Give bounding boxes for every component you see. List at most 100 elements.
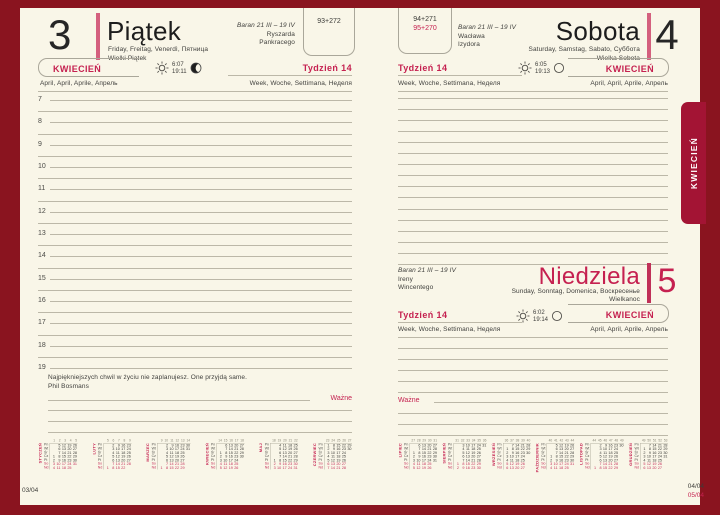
ruled-line [398,381,668,382]
mini-calendar-grid: 31 32 33 34 35 36 Pn 3 10 17 24 31 Wt 4 11 18 25 Śr 5 12 19 2… [447,439,487,470]
mini-calendar-month-name: GRUDZIEŃ [628,443,633,466]
side-tab-april: KWIECIEŃ [681,102,706,224]
ruled-line [398,252,668,254]
saturday-week-langs: Week, Woche, Settimana, Неделя [398,80,501,87]
ruled-line [398,142,668,144]
hour-line [50,189,352,191]
hour-line [50,122,352,124]
half-hour-line [38,222,352,224]
mini-calendar-kwiecień: KWIECIEŃ 14 15 16 17 18 Pn 6 13 20 27 Wt 7 14 21 28 Śr 1 8… [205,439,245,470]
sunday-sunset-time: 19:14 [533,317,549,323]
important-label: Ważne [398,397,420,404]
ruled-line [398,392,668,393]
ruled-line [398,413,668,414]
sunday-sunrise-time: 6:02 [533,310,545,316]
saturday-sun-moon-group: 6:05 19:13 [518,61,565,76]
sunday-day-name: Niedziela [538,263,640,290]
saturday-day-bar [647,13,651,60]
mini-calendar-month-name: LUTY [91,443,97,455]
sunday-separator-line [398,337,668,338]
mini-calendar-grid: 1 2 3 4 5 Pn 5 12 19 26 Wt 6 13 20 27 Śr 7 14 21 28 Cz 1 8 15 22… [43,439,78,470]
ruled-line [398,370,668,371]
important-line [48,400,310,401]
hour-label: 7 [38,96,42,103]
ruled-line [398,175,668,177]
saturday-name-day-1: Wacława [458,32,485,40]
mini-calendar-luty: LUTY 5 6 7 8 9 Pn 2 9 16 23 Wt 3 10 17 24 Śr 4 11 18 25 Cz 5 12… [92,439,132,470]
half-hour-line [38,267,352,269]
mini-calendar-lipiec: LIPIEC 27 28 29 30 31 Pn 6 13 20 27 Wt 7 14 21 28 Śr 1 8 15… [398,439,438,472]
sunday-month-tab: KWIECIEŃ [568,304,669,323]
mini-calendar-grudzień: GRUDZIEŃ 49 50 51 52 53 Pn 7 14 21 28 Wt 1 8 15 22 29 Śr 2… [628,439,668,472]
sunday-name-day-1: Ireny [398,275,413,283]
hour-label: 17 [38,319,46,327]
right-page-ref-top: 04/04 [687,483,704,490]
ruled-line [398,424,668,425]
friday-week-langs: Week, Woche, Settimana, Неделя [249,80,352,87]
ruled-line [398,435,668,436]
mini-calendar-grid: 44 45 46 47 48 49 Pn 2 9 16 23 30 Wt 3 10 17 24 Śr 4 11 18 25… [584,439,625,470]
friday-month-tab: KWIECIEŃ [38,58,139,77]
mini-calendar-wrzesień: WRZESIEŃ 36 37 38 39 40 Pn 7 14 21 28 Wt 1 8 15 22 29 Śr 2… [491,439,531,472]
hour-label: 15 [38,274,46,282]
saturday-sunrise-time: 6:05 [535,62,547,68]
mini-calendar-grid: 27 28 29 30 31 Pn 6 13 20 27 Wt 7 14 21 28 Śr 1 8 15 22 29 Cz… [403,439,438,470]
moon-phase-icon [551,310,563,322]
hour-line [50,256,352,258]
ruled-line [398,98,668,99]
hour-label: 9 [38,140,42,148]
quote-text: Najpiękniejszych chwil w życiu nie zapla… [48,374,248,381]
ruled-line [398,120,668,122]
ruled-line [398,109,668,111]
mini-calendar-maj: MAJ 18 19 20 21 22 Pn 4 11 18 25 Wt 5 12 19 26 Śr 6 13 20 27… [259,439,299,470]
mini-calendar-grid: 14 15 16 17 18 Pn 6 13 20 27 Wt 7 14 21 28 Śr 1 8 15 22 29 Cz… [210,439,245,470]
sunday-month-label: KWIECIEŃ [605,310,654,320]
ruled-line [48,410,352,411]
sunday-holiday: Wielkanoc [609,296,640,303]
half-hour-line [38,312,352,314]
mini-calendars-left: STYCZEŃ 1 2 3 4 5 Pn 5 12 19 26 Wt 6 13 20 27 Śr 7 14 21 28 C… [38,439,352,487]
mini-calendar-month-name: PAŹDZIERNIK [535,443,540,473]
mini-calendar-czerwiec: CZERWIEC 23 24 25 26 27 Pn 1 8 15 22 29 Wt 2 9 16 23 30 Śr… [312,439,352,470]
friday-sun-moon-group: 6:07 19:11 [155,61,202,76]
hour-line [50,234,352,236]
saturday-day-of-year-tab: 94+271 95+270 [398,8,452,54]
half-hour-line [38,356,352,358]
mini-calendar-grid: 49 50 51 52 53 Pn 7 14 21 28 Wt 1 8 15 22 29 Śr 2 9 16 23 30 C… [633,439,668,470]
mini-calendar-grid: 40 41 42 43 44 Pn 5 12 19 26 Wt 6 13 20 27 Śr 7 14 21 28 Cz 1… [540,439,575,470]
friday-day-name: Piątek [107,16,182,46]
side-tab-label: KWIECIEŃ [688,136,699,190]
sunday-note-lines [398,348,668,398]
hour-label: 14 [38,252,46,260]
ruled-line [398,164,668,166]
half-hour-line [38,155,352,157]
right-page-ref-bottom: 05/04 [687,492,704,499]
sunday-extra-lines [398,413,668,449]
friday-week-label: Tydzień 14 [302,63,352,73]
mini-calendar-month-name: LIPIEC [398,443,403,458]
saturday-day-number: 4 [655,11,679,58]
friday-day-of-year: 93+272 [317,18,341,25]
half-hour-line [38,178,352,180]
hour-line [50,100,352,101]
friday-hour-grid: 7 8 9 10 11 12 13 14 15 16 17 18 19 [38,96,352,376]
moon-phase-icon [190,62,202,74]
saturday-week-block: Tydzień 14 [398,58,522,76]
friday-name-day-2: Pankracego [259,39,295,46]
hour-label: 13 [38,230,46,238]
hour-line [50,301,352,303]
mini-calendar-grid: 36 37 38 39 40 Pn 7 14 21 28 Wt 1 8 15 22 29 Śr 2 9 16 23 30 C… [496,439,531,470]
hour-line [50,345,352,347]
hour-line [50,144,352,146]
mini-calendar-month-name: SIERPIEŃ [441,443,447,464]
half-hour-line [38,133,352,135]
ruled-line [398,131,668,133]
sunday-week-label: Tydzień 14 [398,310,448,320]
ruled-line [398,348,668,349]
moon-phase-icon [553,62,565,74]
ruled-line [398,241,668,243]
mini-calendar-grid: 9 10 11 12 13 14 Pn 2 9 16 23 30 Wt 3 10 17 24 31 Śr 4 11 18 2… [151,439,191,470]
sunday-day-langs: Sunday, Sonntag, Domenica, Воскресенье [511,288,640,295]
friday-day-langs: Friday, Freitag, Venerdì, Пятница [108,46,209,53]
